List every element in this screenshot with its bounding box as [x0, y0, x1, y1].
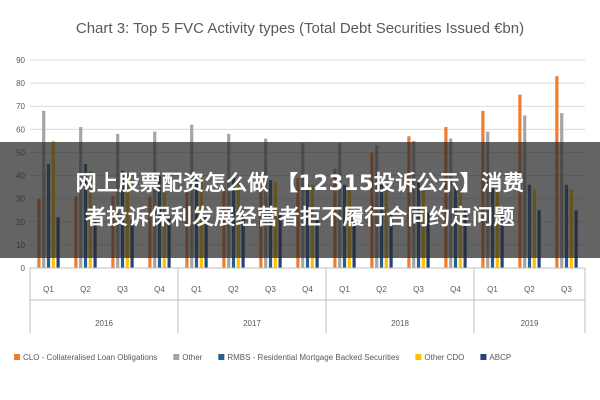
x-tick-label: Q2 [228, 285, 239, 294]
legend-item-rmbs: RMBS - Residential Mortgage Backed Secur… [218, 353, 399, 362]
legend-item-clo: CLO - Collateralised Loan Obligations [14, 353, 157, 362]
x-tick-label: Q3 [265, 285, 276, 294]
y-tick-label: 70 [16, 102, 25, 111]
legend-label: Other CDO [424, 353, 464, 362]
y-tick-label: 0 [21, 264, 26, 273]
year-label: 2019 [521, 319, 539, 328]
x-tick-label: Q2 [80, 285, 91, 294]
legend-label: RMBS - Residential Mortgage Backed Secur… [227, 353, 399, 362]
legend-item-other: Other CDO [415, 353, 464, 362]
x-tick-label: Q1 [487, 285, 498, 294]
y-tick-label: 80 [16, 79, 25, 88]
legend-swatch [14, 354, 20, 360]
legend-swatch [173, 354, 180, 360]
year-label: 2017 [243, 319, 261, 328]
legend-swatch [218, 354, 225, 360]
year-label: 2018 [391, 319, 409, 328]
legend-swatch [480, 354, 487, 360]
x-tick-label: Q2 [524, 285, 535, 294]
legend-label: ABCP [489, 353, 511, 362]
overlay-line-1: 网上股票配资怎么做 【12315投诉公示】消费 [75, 171, 525, 195]
year-label: 2016 [95, 319, 113, 328]
x-tick-label: Q1 [339, 285, 350, 294]
legend: CLO - Collateralised Loan Obligations Oth… [14, 353, 511, 362]
x-axis: Q1 Q2 Q3 Q4 Q1 Q2 Q3 Q4 Q1 Q2 Q3 Q4 Q1 Q2 Q3 2016 2017 20… [29, 267, 586, 333]
chart-title: Chart 3: Top 5 FVC Activity types (Total… [76, 20, 524, 37]
x-tick-label: Q3 [117, 285, 128, 294]
x-tick-label: Q4 [450, 285, 461, 294]
y-tick-label: 60 [16, 125, 25, 134]
legend-swatch [415, 354, 422, 360]
x-tick-label: Q3 [561, 285, 572, 294]
x-tick-label: Q2 [376, 285, 387, 294]
x-tick-label: Q4 [154, 285, 165, 294]
legend-label: Other [182, 353, 202, 362]
overlay-line-2: 者投诉保利发展经营者拒不履行合同约定问题 [85, 205, 515, 229]
legend-item-abcp: ABCP [480, 353, 511, 362]
legend-item-other: Other [173, 353, 203, 362]
x-tick-label: Q1 [43, 285, 54, 294]
overlay-banner: 网上股票配资怎么做 【12315投诉公示】消费 者投诉保利发展经营者拒不履行合同… [0, 142, 600, 258]
y-tick-label: 90 [16, 56, 25, 65]
x-tick-label: Q4 [302, 285, 313, 294]
x-tick-label: Q1 [191, 285, 202, 294]
x-tick-label: Q3 [413, 285, 424, 294]
legend-label: CLO - Collateralised Loan Obligations [23, 353, 157, 362]
